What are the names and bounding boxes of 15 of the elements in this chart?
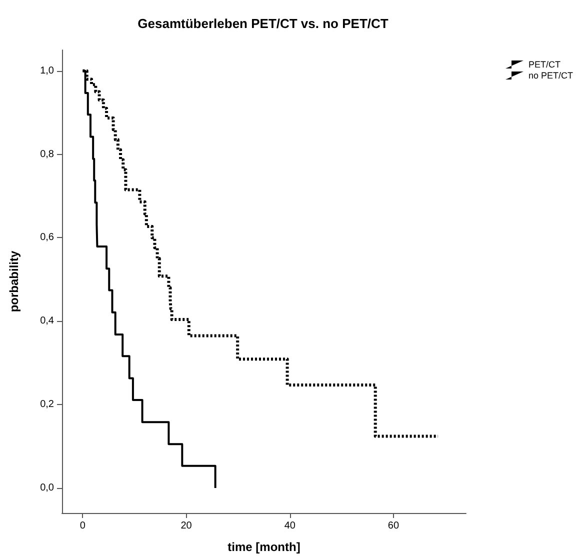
y-axis-title: porbability [7, 250, 21, 312]
y-tick-label: 0,4 [40, 316, 54, 327]
legend-label: PET/CT [528, 60, 561, 70]
y-tick-label: 0,0 [40, 482, 54, 494]
x-tick-label: 40 [284, 520, 296, 532]
x-tick-label: 60 [388, 520, 400, 532]
y-tick-label: 0,6 [40, 232, 54, 244]
x-axis-title: time [month] [228, 540, 300, 554]
x-tick-label: 20 [180, 520, 192, 532]
chart-title: Gesamtüberleben PET/CT vs. no PET/CT [138, 16, 388, 31]
legend-label: no PET/CT [528, 70, 574, 80]
y-tick-label: 1,0 [40, 65, 54, 76]
y-tick-label: 0,8 [40, 148, 54, 160]
x-tick-label: 0 [80, 520, 86, 532]
y-tick-label: 0,2 [40, 399, 54, 410]
